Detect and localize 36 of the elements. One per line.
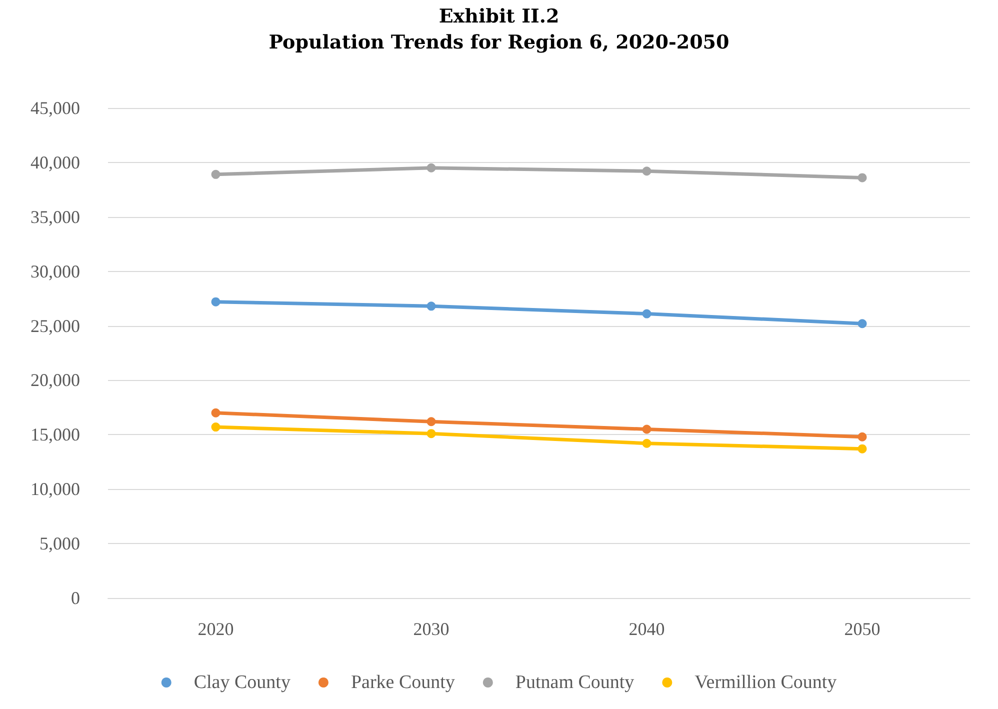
legend-label: Parke County bbox=[350, 672, 456, 693]
chart-title: Exhibit II.2 bbox=[438, 6, 560, 28]
y-tick-label: 25,000 bbox=[30, 316, 80, 336]
point bbox=[211, 170, 220, 179]
point bbox=[642, 166, 652, 176]
point bbox=[426, 302, 436, 311]
point bbox=[211, 422, 220, 432]
chart-subtitle: Population Trends for Region 6, 2020-2050 bbox=[268, 32, 730, 54]
y-tick-label: 15,000 bbox=[30, 424, 80, 445]
y-tick-label: 40,000 bbox=[30, 152, 80, 172]
point bbox=[211, 297, 220, 306]
point bbox=[642, 424, 652, 434]
x-tick-label: 2020 bbox=[198, 619, 234, 639]
y-tick-label: 30,000 bbox=[30, 261, 80, 282]
y-tick-label: 10,000 bbox=[30, 479, 80, 500]
point bbox=[858, 173, 867, 182]
point bbox=[858, 319, 867, 328]
point bbox=[642, 309, 652, 318]
point bbox=[858, 444, 867, 454]
x-tick-label: 2050 bbox=[844, 619, 880, 639]
x-tick-label: 2040 bbox=[628, 619, 665, 639]
point bbox=[858, 432, 867, 442]
point bbox=[426, 163, 436, 172]
y-tick-label: 20,000 bbox=[30, 370, 80, 390]
point bbox=[642, 438, 652, 448]
point bbox=[426, 429, 436, 438]
legend-label: Putnam County bbox=[515, 672, 635, 693]
legend-label: Clay County bbox=[194, 672, 291, 693]
point bbox=[426, 417, 436, 426]
y-tick-label: 45,000 bbox=[30, 98, 80, 118]
y-tick-label: 5,000 bbox=[40, 534, 80, 554]
x-tick-label: 2030 bbox=[413, 619, 450, 639]
y-tick-label: 0 bbox=[71, 588, 80, 608]
point bbox=[211, 408, 220, 418]
y-tick-label: 35,000 bbox=[30, 206, 80, 227]
legend-label: Vermillion County bbox=[694, 672, 838, 693]
